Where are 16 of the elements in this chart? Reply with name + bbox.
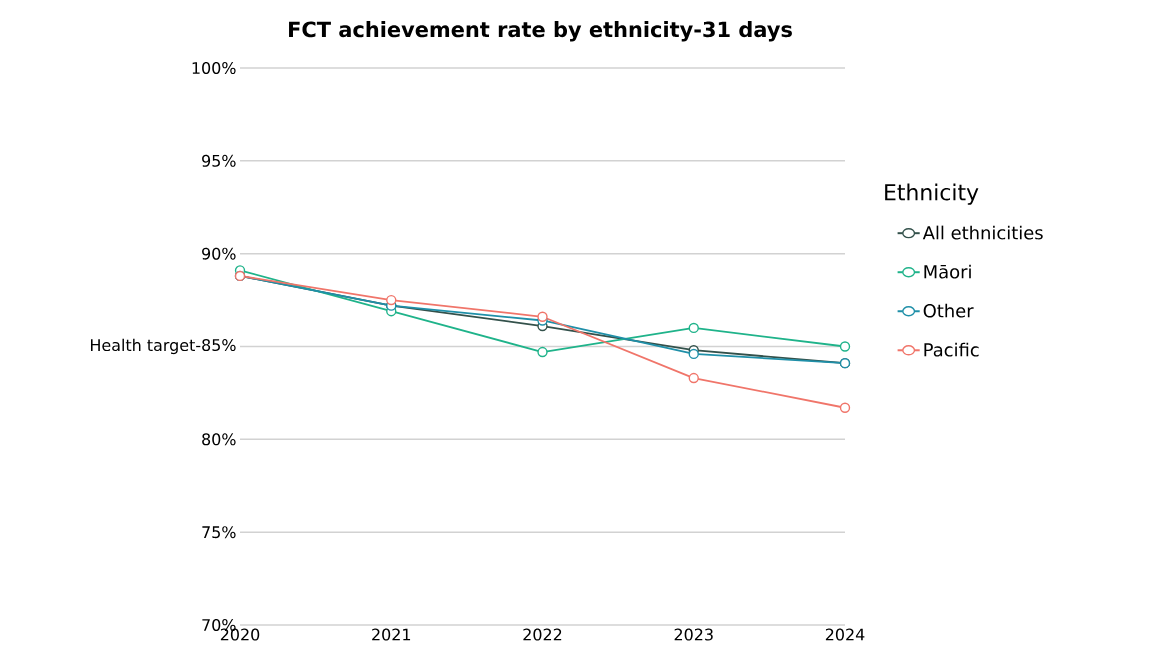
legend-label: Pacific bbox=[924, 342, 979, 357]
x-tick-label: 2023 bbox=[674, 628, 713, 641]
legend-label: Other bbox=[923, 303, 974, 318]
y-tick-label: Health target-85% bbox=[90, 338, 236, 355]
y-tick-label: 75% bbox=[202, 526, 236, 539]
x-tick-label: 2024 bbox=[825, 628, 865, 641]
x-tick-label: 2022 bbox=[523, 628, 562, 641]
y-tick-label: 90% bbox=[202, 247, 236, 260]
x-tick-label: 2021 bbox=[372, 628, 411, 641]
y-tick-label: 80% bbox=[202, 433, 236, 446]
legend-title: Ethnicity bbox=[885, 183, 979, 205]
y-tick-label: 95% bbox=[202, 154, 236, 167]
legend-label: All ethnicities bbox=[922, 225, 1043, 240]
chart-title: FCT achievement rate by ethnicity-31 days bbox=[289, 21, 792, 42]
legend-label: Māori bbox=[924, 264, 971, 279]
y-tick-label: 100% bbox=[192, 61, 236, 75]
